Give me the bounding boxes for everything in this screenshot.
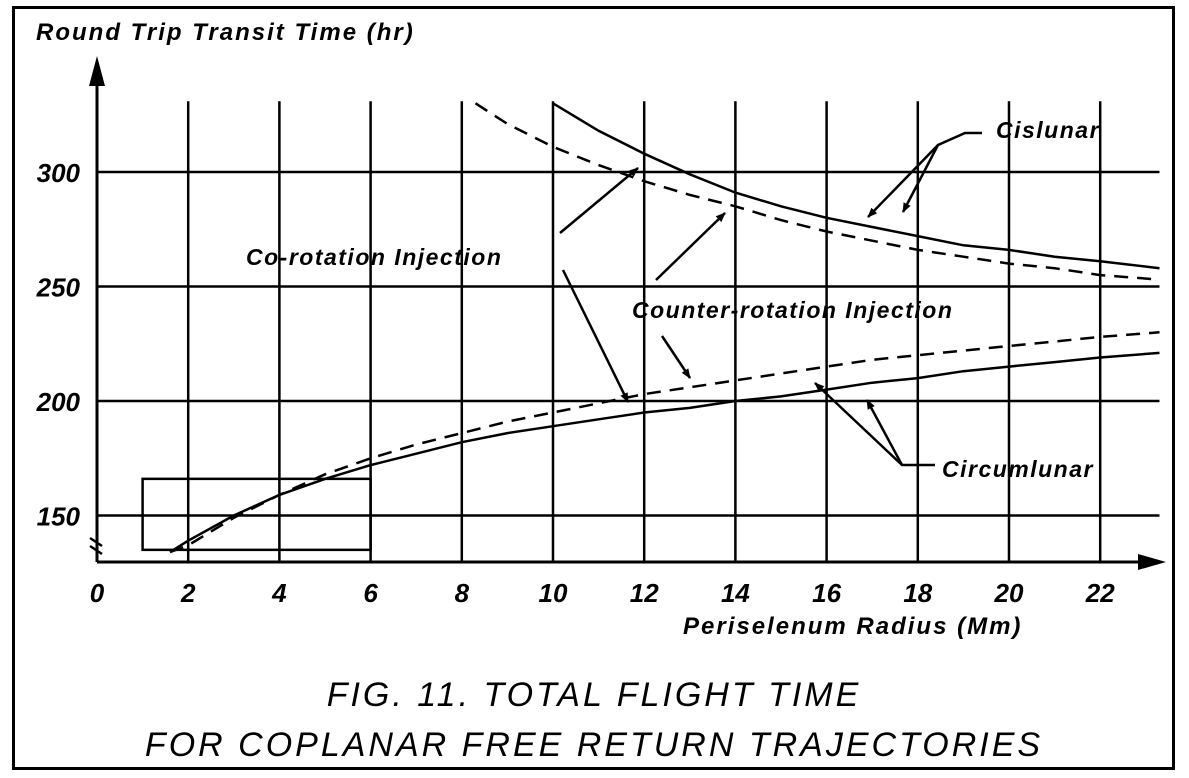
x-tick-label-4: 4: [271, 578, 287, 608]
y-tick-label-150: 150: [37, 502, 81, 532]
arrow-co-rotation-cislunar: [559, 167, 639, 234]
x-tick-label-2: 2: [180, 578, 196, 608]
annotation-counter-rotation: Counter-rotation Injection: [632, 297, 953, 323]
y-tick-label-200: 200: [36, 387, 81, 417]
arrow-counter-rotation-circumlunar: [660, 335, 692, 379]
x-tick-label-18: 18: [903, 578, 932, 608]
arrow-co-rotation-circumlunar: [561, 269, 630, 403]
x-tick-label-14: 14: [721, 578, 750, 608]
y-axis-title: Round Trip Transit Time (hr): [36, 19, 415, 46]
caption-line-1: FIG. 11. TOTAL FLIGHT TIME: [327, 676, 862, 714]
x-tick-label-20: 20: [994, 578, 1024, 608]
y-tick-label-250: 250: [36, 273, 81, 303]
series-line-cislunar-counter: [474, 102, 1160, 281]
data-series: [169, 102, 1160, 554]
arrow-cislunar-solid: [867, 144, 939, 218]
annotations: Cislunar Co-rotation Injection Counter-r…: [246, 117, 1100, 482]
axes: [89, 56, 1166, 570]
x-tick-label-6: 6: [363, 578, 378, 608]
arrow-cislunar-dashed: [901, 131, 982, 213]
annotation-co-rotation: Co-rotation Injection: [246, 244, 502, 270]
inset-rectangle: [141, 477, 372, 552]
tick-labels: 0 2 4 6 8 10 12 14 16 18 20 22 150 200 250 300: [36, 158, 1116, 608]
series-line-circumlunar-counter: [169, 331, 1160, 554]
arrow-counter-rotation-cislunar: [655, 212, 726, 281]
x-tick-label-16: 16: [812, 578, 841, 608]
series-line-circumlunar-co: [169, 351, 1160, 554]
series-line-cislunar-co: [552, 102, 1160, 270]
x-axis-arrowhead: [1138, 554, 1166, 570]
arrow-circumlunar-dashed: [865, 399, 935, 467]
x-axis-title: Periselenum Radius (Mm): [683, 613, 1022, 640]
y-tick-label-300: 300: [37, 158, 81, 188]
arrow-circumlunar-solid: [814, 382, 903, 466]
annotation-arrows: [559, 131, 982, 467]
caption-line-2: FOR COPLANAR FREE RETURN TRAJECTORIES: [145, 726, 1043, 764]
x-tick-label-10: 10: [539, 578, 568, 608]
annotation-circumlunar: Circumlunar: [942, 456, 1094, 482]
y-axis-break-mark: [89, 536, 103, 556]
x-tick-label-8: 8: [455, 578, 470, 608]
annotation-cislunar: Cislunar: [996, 117, 1100, 143]
x-tick-label-0: 0: [90, 578, 105, 608]
x-tick-label-12: 12: [630, 578, 659, 608]
grid-lines: [97, 101, 1160, 562]
x-tick-label-22: 22: [1085, 578, 1115, 608]
y-axis-arrowhead: [89, 56, 105, 86]
figure-frame: [12, 6, 1175, 770]
inset-box: [141, 477, 372, 552]
